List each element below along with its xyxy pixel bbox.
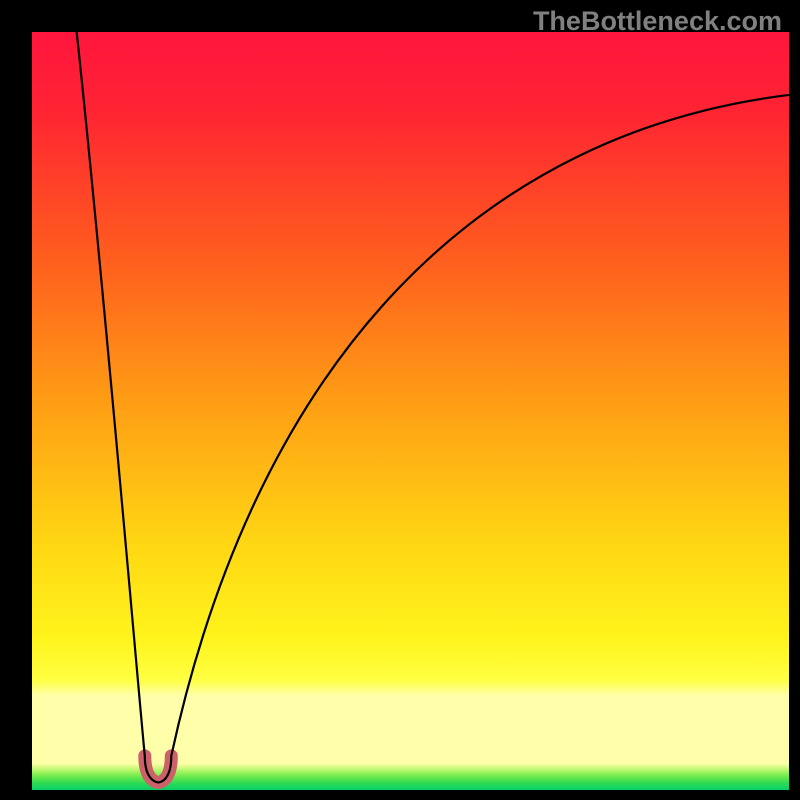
watermark-text: TheBottleneck.com xyxy=(533,6,782,37)
plot-area xyxy=(32,32,789,790)
bottleneck-curve xyxy=(77,32,789,782)
curve-layer xyxy=(32,32,789,790)
dip-marker xyxy=(145,756,171,783)
chart-container: { "watermark": { "text": "TheBottleneck.… xyxy=(0,0,800,800)
